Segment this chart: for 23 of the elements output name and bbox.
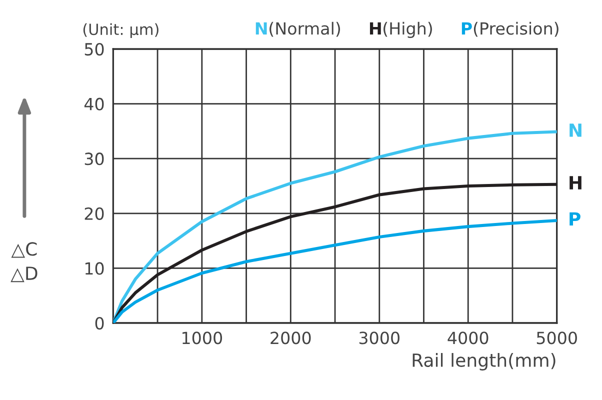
- text: (High): [384, 22, 432, 38]
- x-tick-label: 5000: [536, 332, 577, 344]
- x-tick-label: 4000: [448, 332, 488, 344]
- y-tick-label: 20: [84, 207, 104, 220]
- x-tick-label: 3000: [359, 332, 400, 344]
- y-tick-label: 40: [84, 98, 104, 110]
- y-tick-label: 30: [84, 152, 104, 166]
- x-tick-label: 1000: [182, 332, 222, 344]
- y-tick-label: 0: [95, 316, 104, 330]
- series-label: H: [570, 176, 582, 190]
- series-label: P: [570, 212, 580, 226]
- y-tick-label: 10: [85, 262, 104, 275]
- text: (Normal): [270, 22, 340, 37]
- series-label: N: [570, 124, 582, 137]
- x-axis-title: Rail length(mm): [412, 353, 556, 370]
- text: P: [462, 22, 472, 35]
- text: N: [256, 22, 267, 35]
- x-tick-label: 2000: [270, 332, 311, 344]
- text: (Precision): [474, 22, 558, 37]
- text: H: [370, 22, 381, 35]
- y-tick-label: 50: [84, 42, 104, 56]
- y-axis-title: △C △D: [10, 242, 38, 282]
- text: (Unit: μm): [83, 23, 158, 38]
